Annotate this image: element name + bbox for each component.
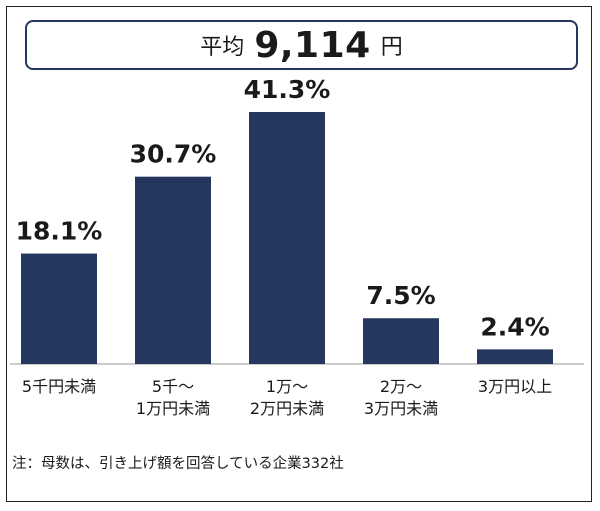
- value-label-5: 2.4%: [480, 312, 549, 341]
- category-label-4-line-2: 3万円未満: [364, 399, 438, 418]
- bar-5: [477, 349, 553, 364]
- value-label-1: 18.1%: [16, 217, 103, 246]
- chart-frame: 平均 9,114 円: [6, 6, 592, 502]
- value-label-2: 30.7%: [130, 140, 217, 169]
- average-box: 平均 9,114 円: [25, 20, 578, 70]
- bar-4: [363, 318, 439, 364]
- bar-1: [21, 253, 97, 364]
- value-label-4: 7.5%: [366, 281, 435, 310]
- category-label-2-line-1: 5千～: [152, 377, 194, 396]
- value-label-3: 41.3%: [244, 75, 331, 104]
- category-label-5-line-1: 3万円以上: [478, 377, 552, 396]
- bar-2: [135, 176, 211, 364]
- bar-3: [249, 112, 325, 364]
- category-label-3-line-2: 2万円未満: [250, 399, 324, 418]
- average-label: 平均: [200, 35, 245, 60]
- category-label-4-line-1: 2万～: [380, 377, 422, 396]
- category-label-2-line-2: 1万円未満: [136, 399, 210, 418]
- category-label-3-line-1: 1万～: [266, 377, 308, 396]
- average-value: 9,114: [254, 24, 371, 66]
- average-unit: 円: [380, 35, 403, 60]
- category-label-1-line-1: 5千円未満: [22, 377, 96, 396]
- footnote: 注：母数は、引き上げ額を回答している企業332社: [12, 456, 344, 472]
